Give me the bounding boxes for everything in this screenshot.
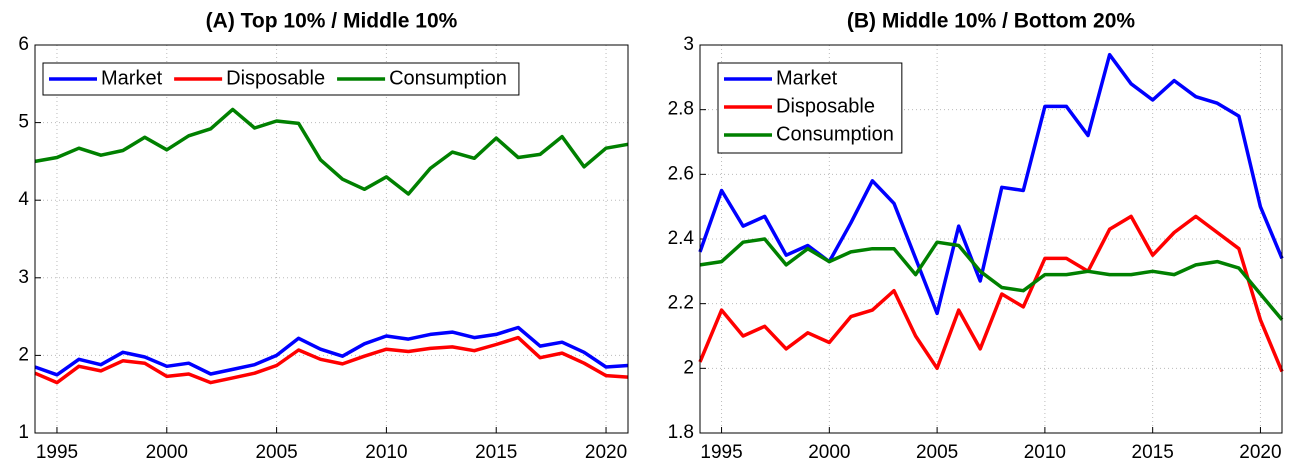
axes-box (699, 44, 1283, 434)
x-tick-label: 2000 (808, 442, 850, 463)
x-tick-label: 2005 (255, 442, 297, 463)
x-tick-label: 2000 (146, 442, 188, 463)
x-tick-label: 2010 (365, 442, 407, 463)
y-tick-label: 2.2 (668, 293, 694, 314)
legend-label: Consumption (776, 123, 894, 145)
y-tick-label: 2 (18, 344, 29, 365)
x-tick-label: 2020 (585, 442, 627, 463)
x-tick-label: 2005 (916, 442, 958, 463)
legend-label: Disposable (226, 67, 325, 89)
y-tick-label: 2.4 (668, 228, 695, 249)
y-tick-label: 3 (18, 267, 29, 288)
data-line (34, 325, 629, 377)
data-line (34, 335, 629, 385)
x-tick-label: 2010 (1024, 442, 1066, 463)
x-tick-label: 2015 (1132, 442, 1174, 463)
y-tick-label: 5 (18, 112, 29, 133)
x-tick-label: 1995 (700, 442, 742, 463)
chart-title: (A) Top 10% / Middle 10% (206, 10, 458, 33)
legend-label: Market (101, 67, 163, 89)
x-tick-label: 2020 (1239, 442, 1281, 463)
y-tick-label: 1 (18, 422, 29, 443)
y-tick-label: 6 (18, 34, 29, 55)
y-tick-label: 2 (683, 357, 694, 378)
legend: Market Disposable Consumption (42, 62, 520, 96)
y-tick-label: 2.6 (668, 163, 694, 184)
y-tick-label: 2.8 (668, 99, 694, 120)
data-line (34, 107, 629, 196)
x-tick-label: 1995 (36, 442, 78, 463)
axes-box (34, 44, 629, 434)
legend-box (42, 62, 520, 96)
legend-label: Market (776, 67, 838, 89)
y-tick-label: 3 (683, 34, 694, 55)
y-tick-label: 4 (18, 189, 29, 210)
data-line (699, 237, 1284, 321)
y-tick-label: 1.8 (668, 422, 694, 443)
legend-label: Consumption (389, 67, 507, 89)
data-line (698, 214, 1284, 373)
legend-label: Disposable (776, 95, 875, 117)
data-line (698, 52, 1284, 316)
chart-title: (B) Middle 10% / Bottom 20% (847, 10, 1136, 33)
x-tick-label: 2015 (475, 442, 517, 463)
legend: Market Disposable Consumption (717, 62, 903, 154)
